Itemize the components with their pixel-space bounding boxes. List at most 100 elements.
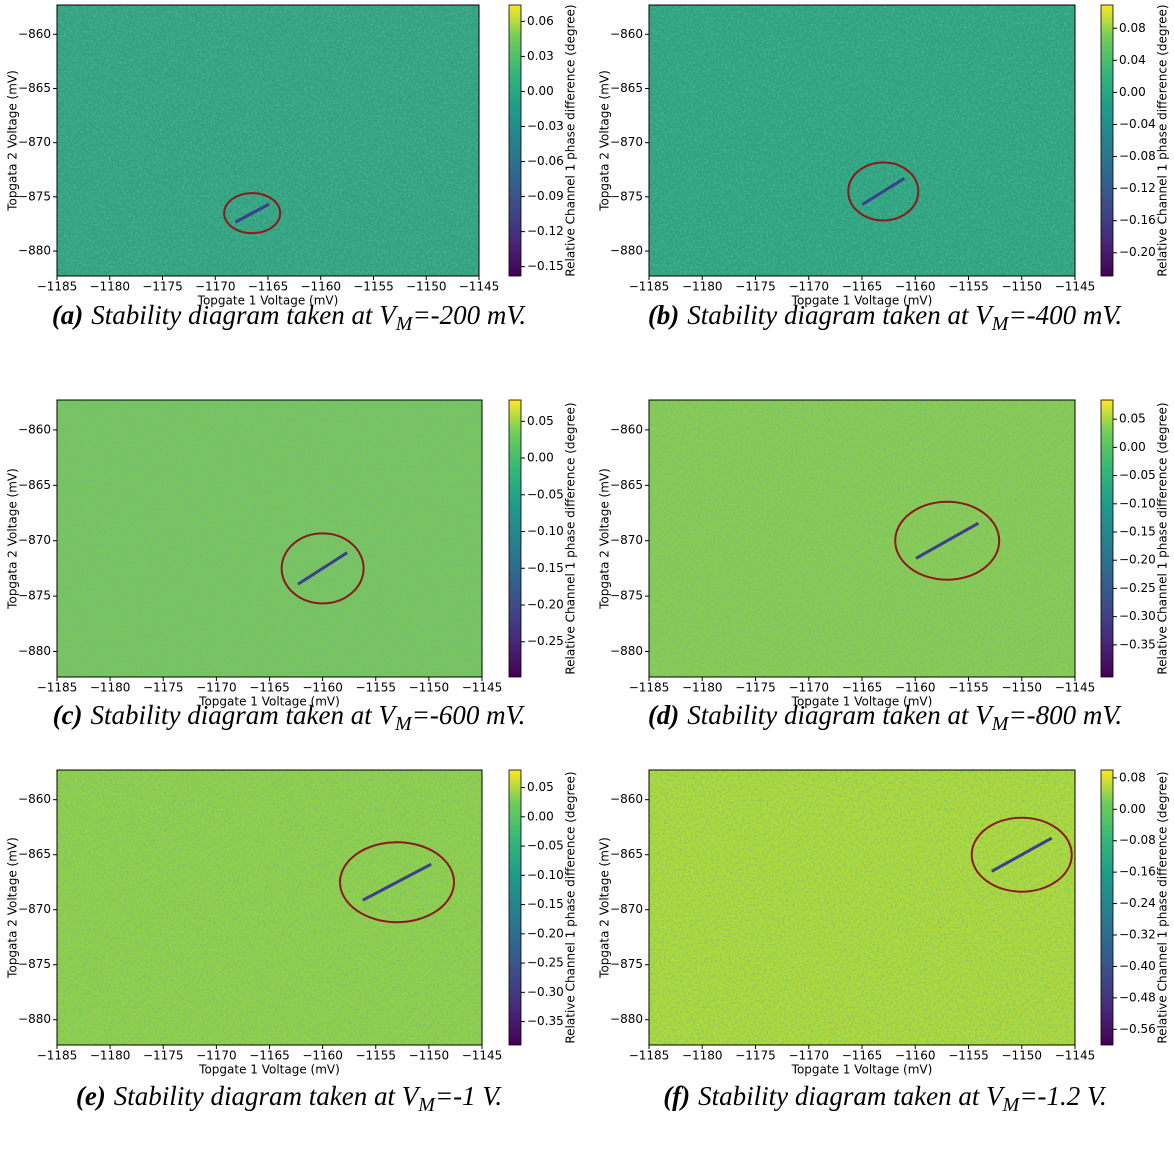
colorbar-tick-label: 0.06: [527, 14, 554, 28]
x-tick-label: −1180: [682, 280, 723, 294]
y-tick-label: −875: [610, 589, 643, 603]
x-tick-label: −1170: [196, 1049, 237, 1063]
caption-text: Stability diagram taken at V: [91, 700, 399, 730]
colorbar-tick-label: 0.05: [527, 780, 554, 794]
x-tick-label: −1160: [300, 280, 341, 294]
x-tick-label: −1160: [302, 1049, 343, 1063]
x-tick-label: −1165: [248, 280, 289, 294]
x-tick-label: −1155: [355, 681, 396, 695]
y-tick-label: −880: [18, 644, 51, 658]
y-tick-label: −875: [18, 957, 51, 971]
colorbar: [508, 399, 522, 678]
colorbar-tick-label: 0.00: [1119, 440, 1146, 454]
colorbar-tick-label: −0.12: [1119, 181, 1156, 195]
highlight-circle: [894, 500, 1001, 581]
y-axis-label: Topgata 2 Voltage (mV): [598, 837, 612, 979]
x-tick-label: −1180: [90, 681, 131, 695]
caption: (d) Stability diagram taken at VM=-800 mV…: [648, 700, 1123, 734]
caption-subscript: M: [991, 313, 1010, 335]
panel: −1185 −1180 −1175 −1170 −1165 −1160 −1155 −1150…: [6, 769, 578, 1116]
x-axis-label: Topgate 1 Voltage (mV): [198, 695, 340, 709]
highlight-circle: [223, 192, 282, 235]
y-tick-label: −860: [610, 422, 643, 436]
colorbar: [1100, 4, 1114, 277]
colorbar-tick-label: −0.20: [527, 597, 564, 611]
caption: (c) Stability diagram taken at VM=-600 mV…: [53, 700, 526, 734]
x-tick-label: −1180: [90, 1049, 131, 1063]
colorbar-tick-label: −0.30: [1119, 609, 1156, 623]
heatmap-noise: [57, 400, 482, 677]
x-tick-label: −1185: [37, 1049, 78, 1063]
colorbar-tick-label: −0.25: [527, 634, 564, 648]
y-axis-label: Topgata 2 Voltage (mV): [6, 837, 20, 979]
colorbar-tick-label: 0.04: [1119, 53, 1146, 67]
caption-text: Stability diagram taken at V: [91, 300, 399, 330]
caption: (f) Stability diagram taken at VM=-1.2 V.: [663, 1081, 1107, 1115]
highlight-circle: [970, 816, 1073, 893]
colorbar-tick-label: −0.20: [527, 926, 564, 940]
panel: −1185 −1180 −1175 −1170 −1165 −1160 −1155 −1150…: [598, 4, 1170, 334]
caption: (b) Stability diagram taken at VM=-400 mV…: [648, 300, 1123, 334]
y-tick-label: −880: [610, 644, 643, 658]
x-tick-label: −1185: [37, 280, 78, 294]
y-tick-label: −875: [610, 189, 643, 203]
y-tick-label: −870: [18, 135, 51, 149]
caption-end: =-1 V.: [435, 1081, 502, 1111]
x-tick-label: −1165: [249, 681, 290, 695]
caption-subscript: M: [394, 713, 413, 735]
transition-line: [362, 862, 432, 902]
x-tick-label: −1150: [1001, 280, 1042, 294]
caption-subscript: M: [991, 713, 1010, 735]
colorbar: [508, 769, 522, 1046]
caption-end: =-1.2 V.: [1019, 1081, 1107, 1111]
colorbar-tick-label: −0.04: [1119, 117, 1156, 131]
colorbar-tick-label: −0.10: [527, 868, 564, 882]
caption-text: Stability diagram taken at V: [687, 300, 995, 330]
caption-label: (d): [648, 700, 679, 730]
highlight-circle: [339, 841, 455, 924]
colorbar-tick-label: 0.05: [1119, 412, 1146, 426]
panel: −1185 −1180 −1175 −1170 −1165 −1160 −1155 −1150…: [6, 399, 578, 735]
y-tick-label: −865: [18, 478, 51, 492]
colorbar-tick-label: −0.09: [527, 189, 564, 203]
x-tick-label: −1170: [788, 280, 829, 294]
heatmap-noise: [57, 5, 479, 276]
x-axis-label: Topgate 1 Voltage (mV): [197, 294, 339, 308]
colorbar-tick-label: −0.12: [527, 224, 564, 238]
panel: −1185 −1180 −1175 −1170 −1165 −1160 −1155 −1150…: [6, 4, 578, 334]
caption-text: Stability diagram taken at V: [687, 700, 995, 730]
colorbar-tick-label: −0.08: [1119, 833, 1156, 847]
colorbar-tick-label: −0.16: [1119, 213, 1156, 227]
x-tick-label: −1175: [735, 280, 776, 294]
colorbar-tick-label: −0.03: [527, 119, 564, 133]
x-tick-label: −1185: [37, 681, 78, 695]
colorbar-tick-label: −0.05: [527, 839, 564, 853]
colorbar-tick-label: −0.15: [527, 561, 564, 575]
colorbar-tick-label: −0.10: [1119, 496, 1156, 510]
x-tick-label: −1145: [462, 681, 503, 695]
colorbar-tick-label: 0.05: [527, 414, 554, 428]
caption: (e) Stability diagram taken at VM=-1 V.: [76, 1081, 503, 1115]
colorbar-tick-label: −0.05: [1119, 468, 1156, 482]
caption-subscript: M: [417, 1094, 436, 1116]
y-axis-label: Topgata 2 Voltage (mV): [598, 70, 612, 212]
colorbar-label: Relative Channel 1 phase difference (deg…: [1156, 402, 1170, 674]
x-tick-label: −1180: [89, 280, 130, 294]
caption-end: =-600 mV.: [412, 700, 526, 730]
y-tick-label: −860: [18, 422, 51, 436]
x-tick-label: −1145: [1055, 681, 1096, 695]
heatmap-noise: [57, 770, 482, 1045]
caption-text: Stability diagram taken at V: [698, 1081, 1006, 1111]
x-tick-label: −1155: [353, 280, 394, 294]
x-tick-label: −1150: [409, 681, 450, 695]
y-tick-label: −875: [18, 189, 51, 203]
colorbar-tick-label: −0.30: [527, 985, 564, 999]
colorbar: [508, 4, 522, 277]
highlight-circle: [280, 532, 365, 605]
caption-text: Stability diagram taken at V: [114, 1081, 422, 1111]
x-axis-label: Topgate 1 Voltage (mV): [791, 695, 933, 709]
heatmap-noise: [649, 400, 1075, 677]
x-tick-label: −1175: [143, 681, 184, 695]
colorbar-tick-label: −0.20: [1119, 553, 1156, 567]
x-tick-label: −1170: [788, 1049, 829, 1063]
